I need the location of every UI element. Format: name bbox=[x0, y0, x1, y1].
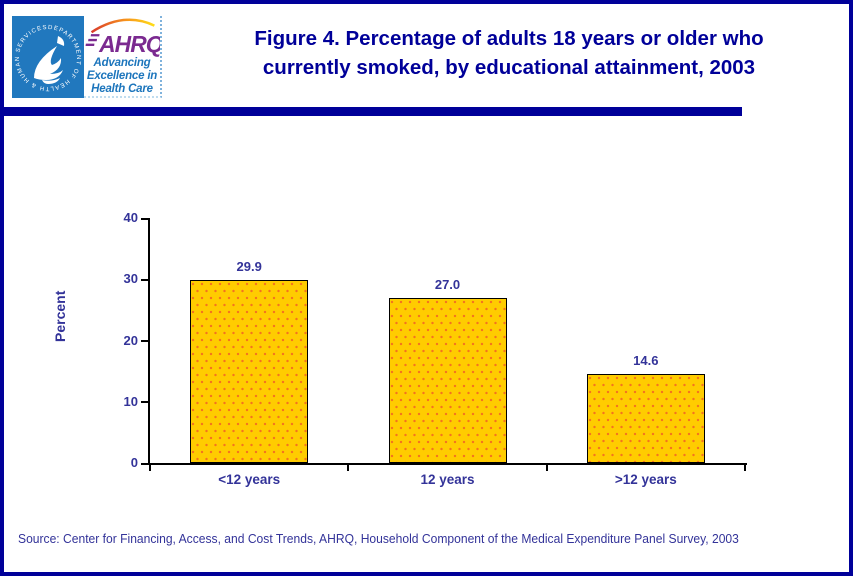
bar-value-label: 14.6 bbox=[633, 352, 659, 368]
header-divider-bar bbox=[4, 107, 742, 116]
rainbow-arc-icon bbox=[90, 18, 155, 34]
x-tick bbox=[149, 463, 151, 471]
ahrq-logo-panel: AHRQ Advancing Excellence in Health Care bbox=[84, 16, 162, 98]
y-axis-title: Percent bbox=[52, 290, 68, 342]
bar-value-label: 27.0 bbox=[434, 276, 461, 292]
y-tick bbox=[141, 217, 148, 220]
ahrq-acronym: AHRQ bbox=[98, 31, 160, 57]
bar-chart: Percent 0 10 20 30 40 29.9 <12 years 27.0 12 yea… bbox=[4, 4, 849, 572]
y-tick bbox=[141, 462, 148, 465]
x-tick bbox=[545, 463, 548, 471]
hhs-seal-icon: DEPARTMENT OF HEALTH & HUMAN SERVICES • … bbox=[12, 16, 84, 98]
bar-<12 years bbox=[190, 279, 309, 463]
y-axis-line bbox=[148, 218, 150, 465]
x-tick bbox=[744, 463, 746, 471]
y-tick bbox=[141, 278, 148, 281]
x-category-label: 12 years bbox=[420, 472, 475, 487]
x-tick bbox=[347, 463, 350, 471]
tagline-line-2: Excellence in bbox=[86, 70, 158, 82]
x-axis-line bbox=[148, 463, 747, 465]
ahrq-wordmark: AHRQ bbox=[85, 18, 160, 57]
y-tick-label: 40 bbox=[123, 210, 138, 225]
y-tick bbox=[141, 340, 148, 342]
figure-title-line1: Figure 4. Percentage of adults 18 years … bbox=[254, 27, 764, 50]
tagline-line-1: Advancing bbox=[93, 57, 151, 69]
tagline-line-3: Health Care bbox=[91, 83, 153, 95]
y-tick-label: 30 bbox=[123, 271, 138, 287]
hhs-eagle-icon bbox=[34, 36, 65, 84]
ahrq-tagline: Advancing Excellence in Health Care bbox=[87, 57, 157, 96]
ahrq-hhs-logo: DEPARTMENT OF HEALTH & HUMAN SERVICES • … bbox=[12, 16, 162, 98]
figure-title: Figure 4. Percentage of adults 18 years … bbox=[174, 24, 844, 82]
y-tick-label: 0 bbox=[130, 455, 138, 470]
bar->12 years bbox=[586, 373, 705, 463]
y-tick-label: 20 bbox=[123, 332, 138, 348]
y-tick bbox=[141, 401, 148, 404]
bar-12 years bbox=[388, 297, 507, 463]
bar-value-label: 29.9 bbox=[236, 258, 262, 274]
x-category-label: <12 years bbox=[218, 472, 281, 487]
source-note: Source: Center for Financing, Access, an… bbox=[18, 531, 739, 546]
figure-title-line2: currently smoked, by educational attainm… bbox=[262, 56, 756, 79]
x-category-label: >12 years bbox=[614, 472, 677, 487]
y-tick-label: 10 bbox=[123, 393, 138, 409]
